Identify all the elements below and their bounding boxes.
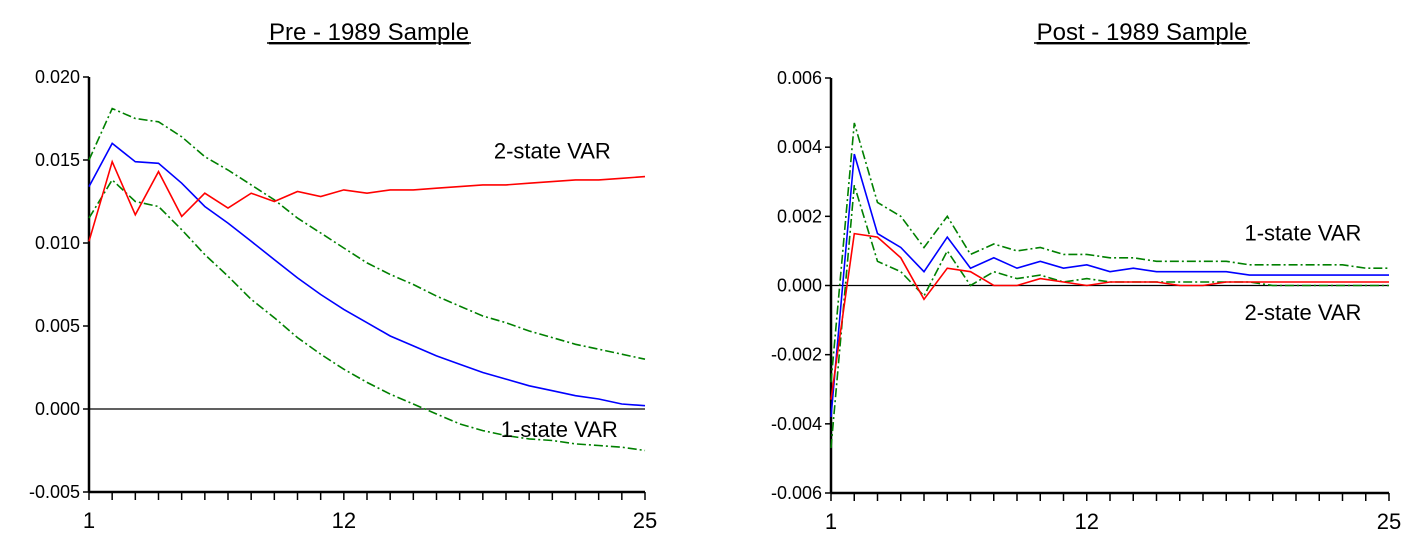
x-tick-label: 12 (1075, 509, 1099, 534)
x-tick-label: 1 (83, 508, 95, 533)
y-tick-label: -0.006 (771, 483, 822, 503)
series-line-upper-band (88, 107, 646, 360)
y-tick-label: -0.002 (771, 345, 822, 365)
series-line-2-state (88, 159, 646, 242)
y-tick-label: 0.015 (35, 150, 80, 170)
y-tick-label: 0.000 (777, 276, 822, 296)
series-line-1-state (88, 142, 646, 407)
y-tick-label: -0.004 (771, 414, 822, 434)
series-annotation: 1-state VAR (1244, 221, 1361, 246)
x-tick-label: 1 (825, 509, 837, 534)
series-line-1-state (830, 153, 1389, 417)
chart-title: Pre - 1989 Sample (269, 19, 469, 46)
series-line-2-state (830, 232, 1389, 400)
series-annotation: 2-state VAR (1244, 300, 1361, 325)
chart-post-1989: Post - 1989 Sample -0.006 -0.004 -0.002 0.00… (771, 19, 1401, 534)
chart-pre-1989: Pre - 1989 Sample -0.005 0.000 0.005 0.010 0.… (29, 19, 657, 533)
y-tick-label: 0.002 (777, 206, 822, 226)
y-tick-label: 0.000 (35, 399, 80, 419)
y-tick-label: -0.005 (29, 482, 80, 502)
y-tick-label: 0.004 (777, 137, 822, 157)
y-tick-label: 0.006 (777, 68, 822, 88)
series-line-lower-band (88, 178, 646, 452)
y-tick-label: 0.020 (35, 67, 80, 87)
x-tick-label: 25 (1377, 509, 1401, 534)
series-annotation: 2-state VAR (494, 138, 611, 163)
x-tick-label: 12 (332, 508, 356, 533)
series-annotation: 1-state VAR (501, 417, 618, 442)
chart-title: Post - 1989 Sample (1037, 19, 1248, 46)
x-tick-label: 25 (633, 508, 657, 533)
y-tick-label: 0.010 (35, 233, 80, 253)
series-line-upper-band (830, 122, 1389, 383)
y-tick-label: 0.005 (35, 316, 80, 336)
